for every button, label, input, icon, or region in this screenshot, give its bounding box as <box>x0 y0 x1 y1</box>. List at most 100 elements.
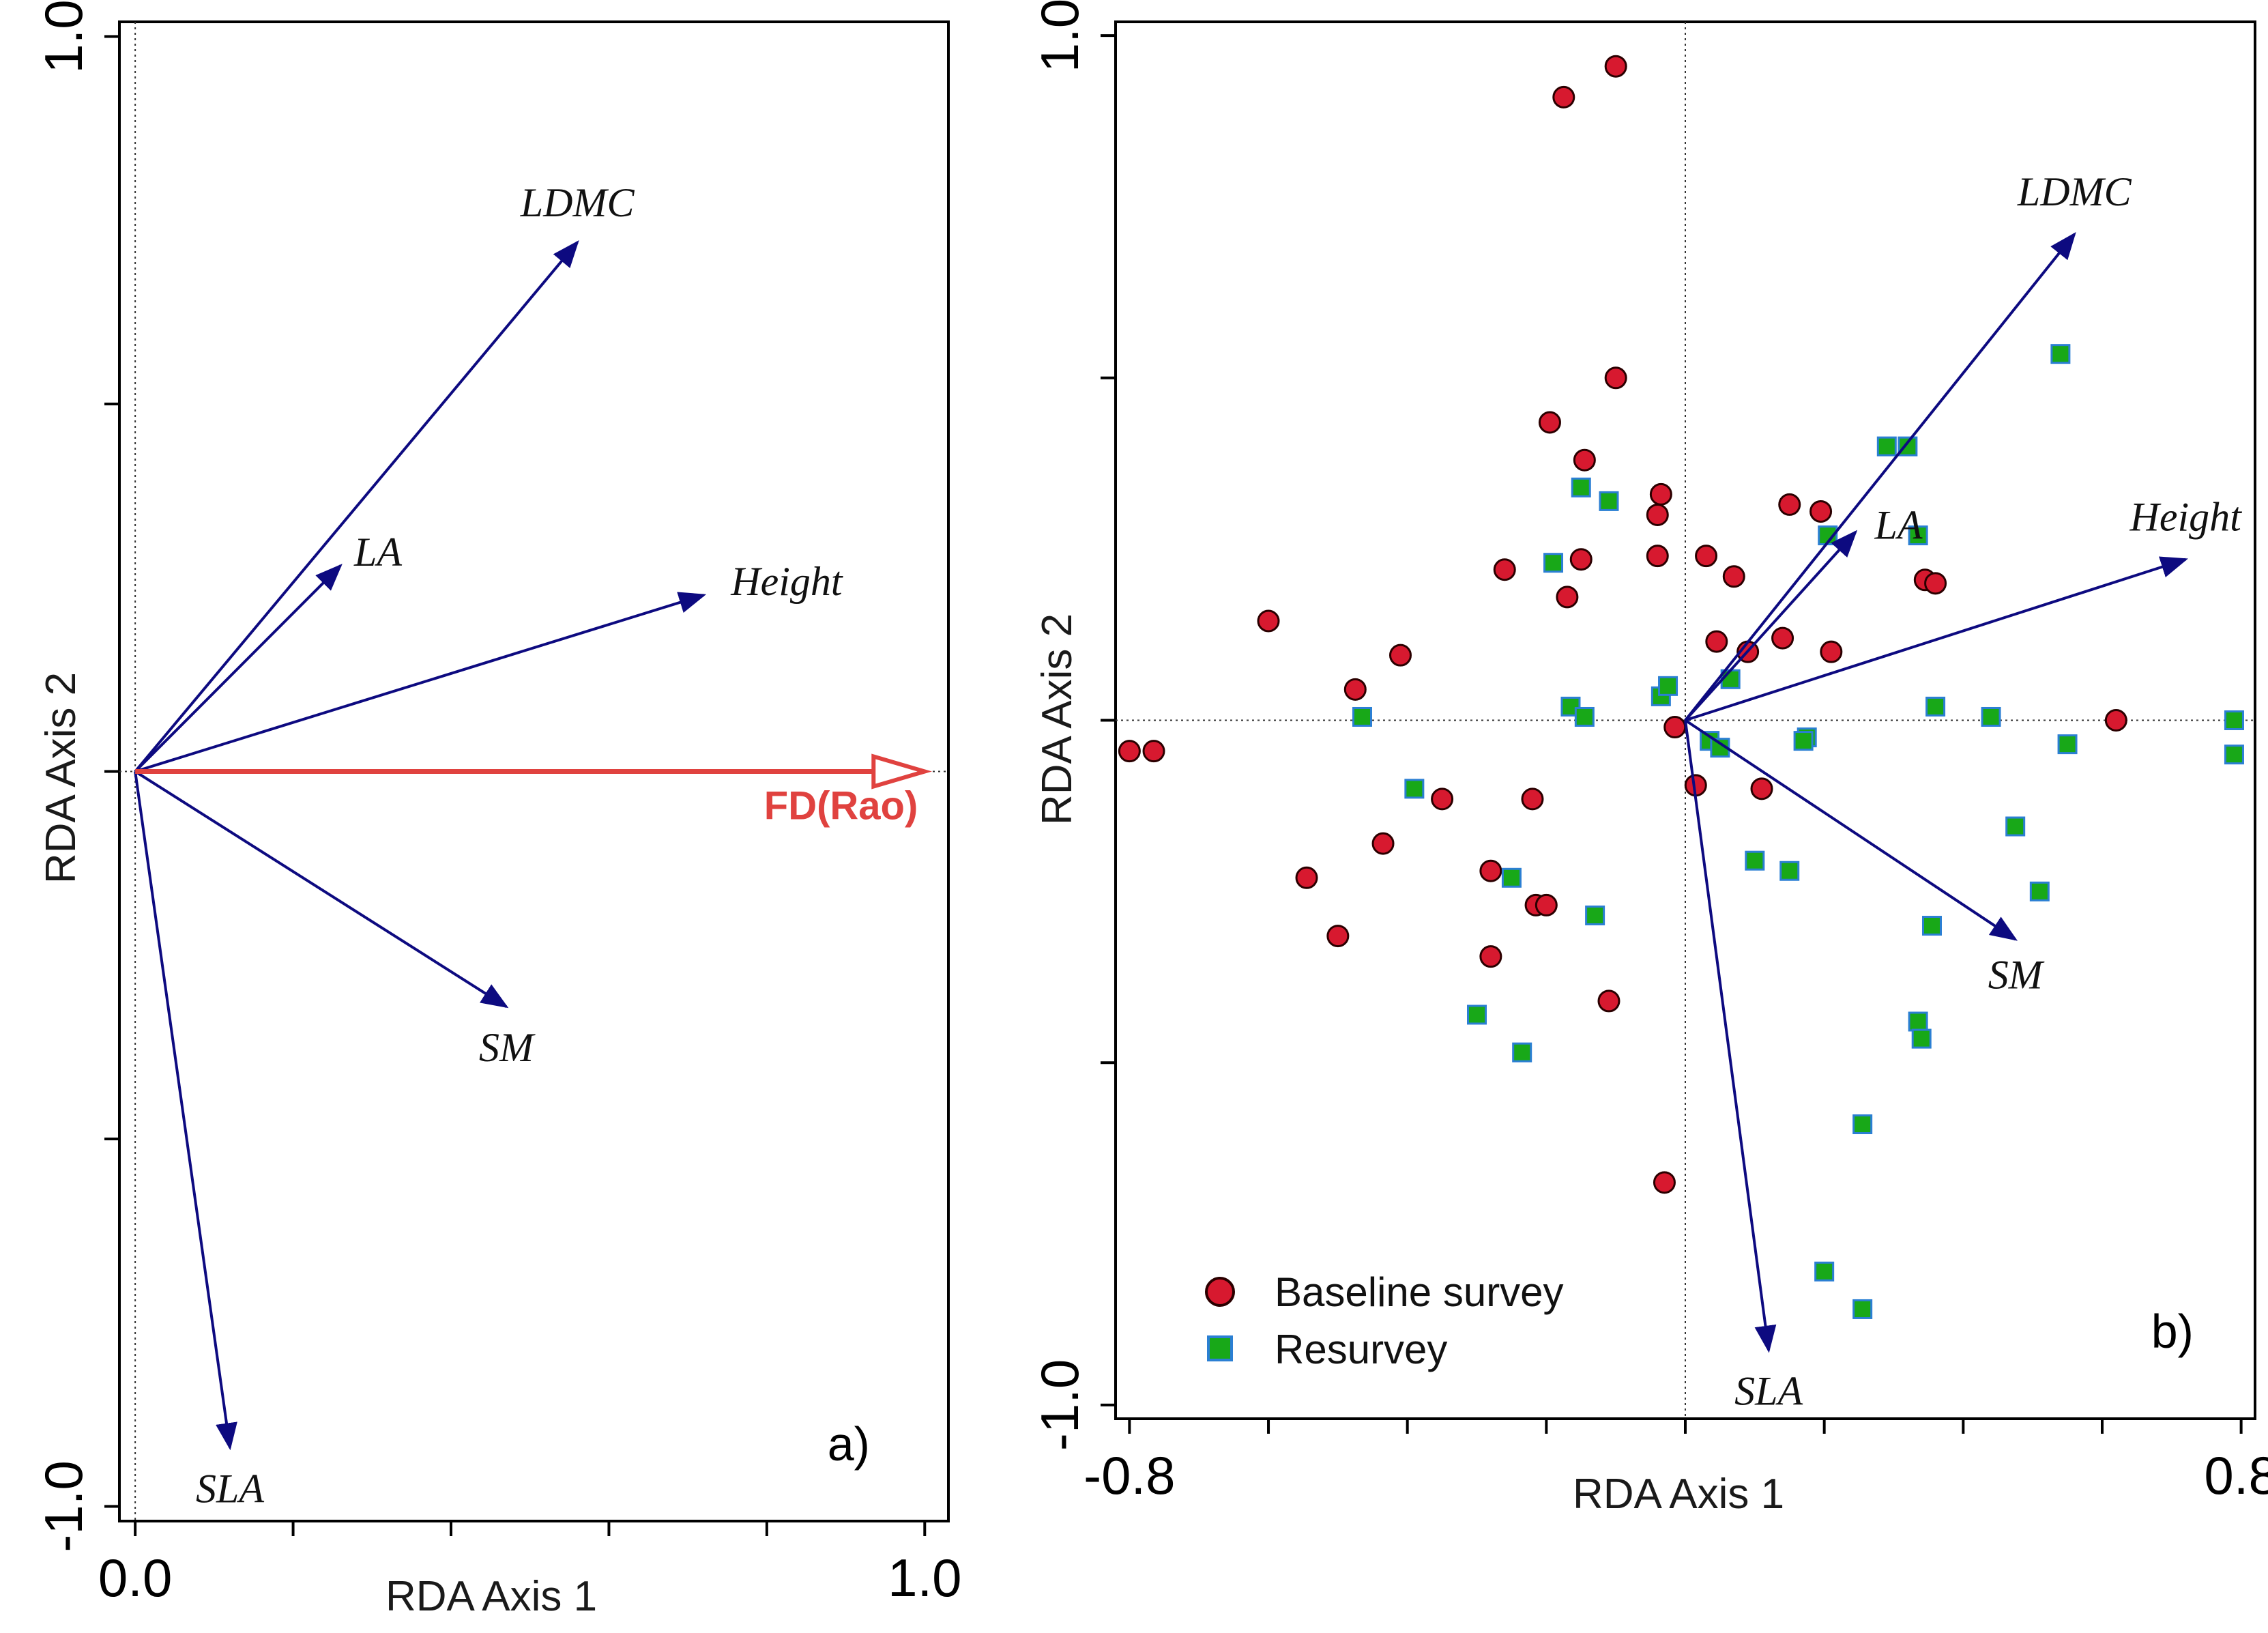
panel-b-trait-vectors: LDMC LA Height SM SLA <box>1684 169 2243 1414</box>
resurvey-point <box>2057 734 2078 755</box>
legend: Baseline survey Resurvey <box>1205 1269 1564 1372</box>
panel-b: -0.8 0.8 -1.0 1.0 LDMC LA Height SM SLA RDA Ax… <box>1030 0 2268 1518</box>
resurvey-point <box>1543 553 1564 573</box>
panel-b-y-ticks: -1.0 1.0 <box>1030 0 1116 1451</box>
vector-ldmc <box>1684 231 2076 721</box>
vector-la <box>1684 530 1858 721</box>
baseline-point <box>1820 640 1843 663</box>
baseline-point <box>1695 545 1718 568</box>
baseline-point <box>1750 777 1773 800</box>
vector-label-height: Height <box>2129 495 2243 540</box>
resurvey-point <box>1981 706 2001 727</box>
resurvey-point <box>1908 1011 1928 1032</box>
resurvey-point <box>1658 676 1678 696</box>
resurvey-point <box>1908 525 1928 546</box>
resurvey-point <box>1814 1261 1835 1282</box>
resurvey-point <box>1467 1005 1487 1025</box>
baseline-point <box>1389 644 1412 667</box>
resurvey-point <box>1779 861 1800 881</box>
vector-height <box>1685 556 2188 722</box>
vector-sm <box>134 770 509 1009</box>
vector-label-sla: SLA <box>196 1466 264 1511</box>
resurvey-point <box>1911 1028 1932 1049</box>
baseline-point <box>1295 866 1318 889</box>
vector-label-sla: SLA <box>1734 1369 1803 1414</box>
vector-label-ldmc: LDMC <box>520 180 635 225</box>
vector-sla <box>134 771 237 1451</box>
legend-baseline-label: Baseline survey <box>1275 1269 1564 1315</box>
baseline-point <box>1771 626 1794 650</box>
vector-height <box>134 592 707 773</box>
resurvey-point <box>2050 344 2071 364</box>
baseline-point <box>1649 482 1672 506</box>
resurvey-point <box>1574 706 1595 727</box>
fd-rao-arrowhead <box>871 753 932 790</box>
baseline-point <box>1924 572 1947 595</box>
vector-sla <box>1684 720 1777 1353</box>
baseline-point <box>1493 558 1516 581</box>
baseline-point <box>1521 787 1544 811</box>
baseline-point <box>1257 609 1280 633</box>
resurvey-point <box>1352 706 1372 727</box>
resurvey-point <box>1925 696 1946 717</box>
panel-a-response-vector: FD(Rao) <box>135 753 932 828</box>
y-tick-label: 1.0 <box>1030 0 1090 72</box>
x-tick-label: 1.0 <box>888 1548 961 1608</box>
panel-a-y-ticks: -1.0 1.0 <box>33 0 119 1552</box>
resurvey-point <box>1501 867 1522 888</box>
resurvey-point <box>1852 1114 1873 1135</box>
y-tick-label: -1.0 <box>33 1460 93 1552</box>
baseline-point <box>1573 448 1596 472</box>
resurvey-point <box>1852 1299 1873 1319</box>
baseline-point <box>1809 500 1833 523</box>
legend-baseline-marker <box>1205 1277 1235 1307</box>
resurvey-point <box>1512 1042 1532 1063</box>
baseline-point <box>1535 893 1558 916</box>
baseline-point <box>1371 832 1395 855</box>
fd-rao-label: FD(Rao) <box>764 784 918 828</box>
panel-b-label: b) <box>2151 1305 2194 1358</box>
x-tick-label: 0.8 <box>2204 1445 2268 1505</box>
panel-a: 0.0 1.0 -1.0 1.0 LDMC LA Height SM SLA FD(Rao)… <box>33 0 962 1620</box>
baseline-point <box>2104 709 2127 732</box>
baseline-point <box>1653 1171 1676 1194</box>
y-tick-label: 1.0 <box>33 0 93 74</box>
resurvey-point <box>1793 731 1814 751</box>
baseline-point <box>1722 565 1745 588</box>
x-tick-label: 0.0 <box>98 1548 172 1608</box>
panel-b-x-title: RDA Axis 1 <box>1573 1471 1784 1518</box>
baseline-point <box>1538 411 1561 434</box>
vector-sm <box>1684 719 2018 941</box>
vector-la <box>134 564 343 772</box>
resurvey-point <box>1571 477 1591 497</box>
baseline-point <box>1604 366 1627 390</box>
resurvey-point <box>1876 436 1897 457</box>
vector-label-height: Height <box>730 559 843 604</box>
legend-resurvey-marker <box>1207 1335 1233 1361</box>
baseline-point <box>1705 630 1728 653</box>
baseline-point <box>1142 740 1165 763</box>
vector-ldmc <box>134 240 579 772</box>
vector-label-ldmc: LDMC <box>2017 169 2132 214</box>
panel-b-x-ticks: -0.8 0.8 <box>1084 1419 2268 1505</box>
vector-label-la: LA <box>353 530 402 575</box>
resurvey-point <box>2005 816 2026 837</box>
resurvey-point <box>1404 779 1425 799</box>
panel-a-y-title: RDA Axis 2 <box>38 672 85 884</box>
baseline-point <box>1778 493 1801 516</box>
baseline-point <box>1646 503 1669 526</box>
vector-label-la: LA <box>1874 503 1922 548</box>
resurvey-point <box>2224 745 2244 765</box>
resurvey-point <box>1745 850 1765 871</box>
resurvey-point <box>1599 491 1619 511</box>
panel-a-x-title: RDA Axis 1 <box>386 1573 597 1620</box>
vector-label-sm: SM <box>1988 953 2045 998</box>
baseline-point <box>1118 740 1141 763</box>
panel-a-trait-vectors: LDMC LA Height SM SLA <box>134 180 843 1511</box>
baseline-point <box>1552 85 1575 109</box>
baseline-point <box>1343 678 1367 701</box>
baseline-point <box>1479 859 1502 882</box>
resurvey-point <box>2029 881 2050 901</box>
baseline-point <box>1556 586 1579 609</box>
